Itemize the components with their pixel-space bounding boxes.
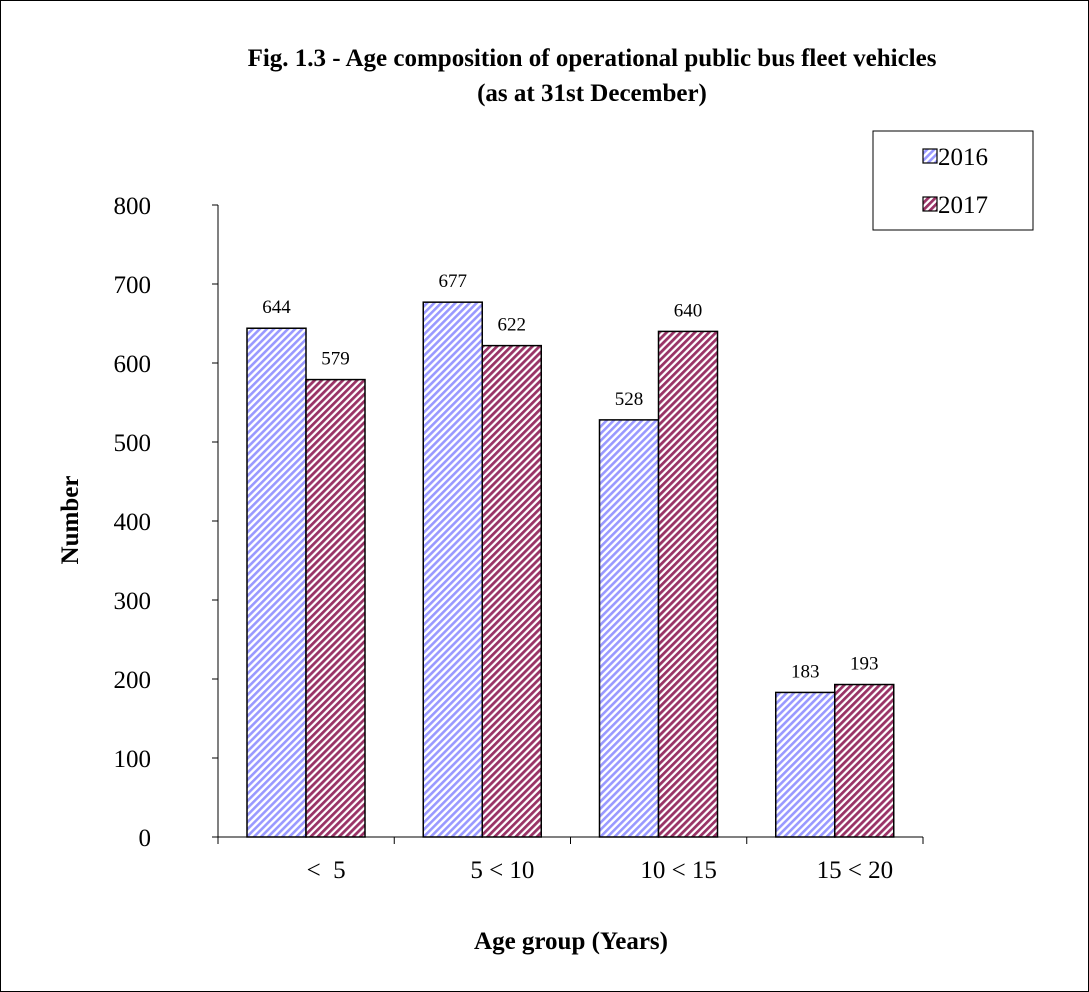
bar-2017-1	[481, 344, 542, 838]
data-label: 640	[674, 300, 703, 321]
chart-title: Fig. 1.3 - Age composition of operationa…	[248, 45, 937, 72]
y-tick-label: 600	[114, 351, 152, 378]
x-axis-title: Age group (Years)	[474, 928, 668, 955]
y-tick-label: 700	[114, 272, 152, 299]
bar-2016-2	[598, 419, 660, 838]
legend-label-2016: 2016	[938, 144, 988, 171]
bar-2016-1	[422, 301, 483, 838]
x-category-label: 15 < 20	[817, 857, 894, 884]
y-axis-title: Number	[57, 476, 84, 565]
legend-swatch-2017	[922, 196, 938, 212]
data-label: 677	[439, 271, 468, 292]
y-tick-label: 0	[139, 825, 152, 852]
y-tick-label: 300	[114, 588, 152, 615]
legend-swatch-2016	[922, 148, 938, 164]
data-label: 183	[791, 661, 820, 682]
legend-box	[872, 130, 1034, 231]
data-label: 528	[615, 389, 644, 410]
x-category-label: < 5	[307, 857, 346, 884]
bar-2016-0	[246, 327, 307, 838]
data-label: 644	[262, 297, 291, 318]
data-label: 579	[321, 349, 350, 370]
y-tick-label: 100	[114, 746, 152, 773]
legend: 2016 2017	[872, 130, 1034, 231]
bars	[246, 301, 895, 838]
x-category-label: 10 < 15	[640, 857, 717, 884]
bar-2017-2	[657, 330, 719, 838]
data-labels: 644 579 677 622 528 640 183 193	[262, 271, 878, 682]
bar-2017-0	[305, 378, 366, 838]
data-label: 622	[498, 315, 527, 336]
legend-label-2017: 2017	[938, 192, 988, 219]
y-tick-label: 400	[114, 509, 152, 536]
y-tick-label: 200	[114, 667, 152, 694]
axes: 0 100 200 300 400 500 600 700 800 < 5 5 < 10 10 < 1…	[114, 193, 924, 884]
chart-subtitle: (as at 31st December)	[477, 80, 707, 107]
bar-2017-3	[834, 683, 895, 838]
data-label: 193	[850, 654, 879, 675]
y-tick-label: 800	[114, 193, 152, 220]
bar-2016-3	[775, 691, 836, 838]
x-category-label: 5 < 10	[470, 857, 534, 884]
y-tick-label: 500	[114, 430, 152, 457]
